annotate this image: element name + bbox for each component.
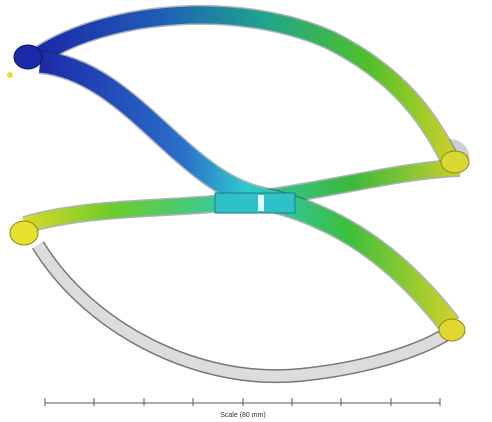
end-loop bbox=[441, 151, 469, 173]
page: Scale (80 mm) (() => { const data = JSON… bbox=[0, 0, 492, 422]
load-point bbox=[7, 72, 13, 78]
scale-bar bbox=[45, 398, 440, 406]
end-loop bbox=[439, 319, 465, 341]
joint-slot bbox=[258, 195, 264, 211]
center-joint bbox=[215, 193, 295, 213]
end-loop bbox=[14, 45, 42, 69]
fea-render: Scale (80 mm) bbox=[0, 0, 492, 422]
end-loop bbox=[10, 221, 38, 245]
scale-label: Scale (80 mm) bbox=[220, 412, 266, 419]
